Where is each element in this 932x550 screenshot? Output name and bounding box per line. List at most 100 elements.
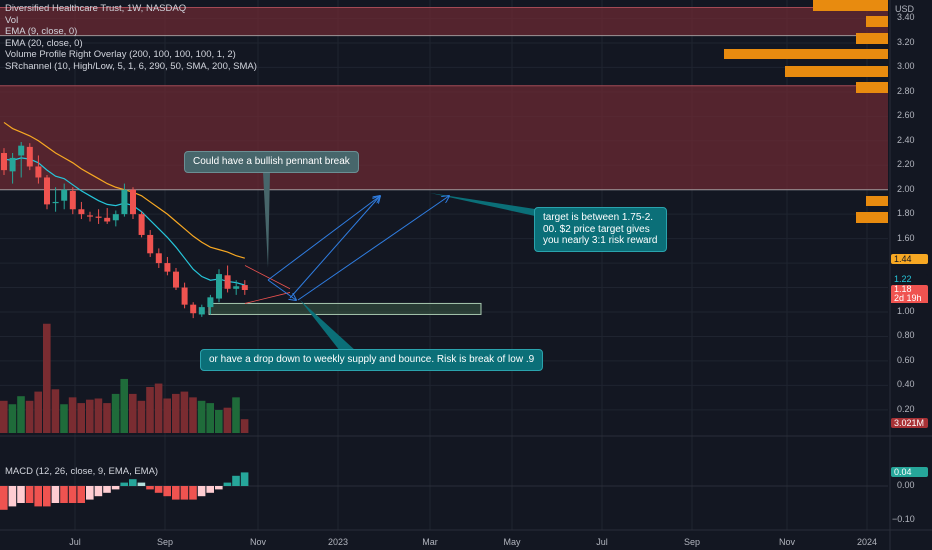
volume-bar [111,393,120,433]
candle-body [241,285,248,290]
price-tick-label: 0.60 [897,354,915,365]
time-axis-label: May [503,537,521,547]
ema9-indicator-label[interactable]: EMA (9, close, 0) [5,26,78,37]
volume-bar [8,404,17,433]
candle-body [69,190,76,210]
candle [173,267,179,290]
candle-body [1,153,7,171]
candle [224,265,231,293]
candle-body [35,166,42,178]
trajectory-arrow [267,279,296,300]
target-callout[interactable]: target is between 1.75-2. 00. $2 price t… [534,207,667,252]
price-tick-label: 2.60 [897,110,915,121]
volume-profile-bar [856,212,888,223]
candle [241,280,248,295]
last-price-tag: 1.18 2d 19h [891,285,928,303]
volume-bar [129,393,137,433]
candle-body [155,253,162,264]
volume-profile-indicator-label[interactable]: Volume Profile Right Overlay (200, 100, … [5,49,236,60]
macd-histogram-bar [0,486,8,510]
candle [95,209,102,224]
volume-bar [206,403,214,433]
macd-histogram-bar [189,486,197,500]
candle [52,187,59,212]
ema9-price-tag: 1.22 [891,274,928,284]
srchannel-indicator-label[interactable]: SRchannel (10, High/Low, 5, 1, 6, 290, 5… [5,60,257,72]
candle [190,302,197,319]
volume-tag: 3.021M [891,418,928,428]
candle [69,187,76,215]
candle-body [138,214,145,235]
price-tick-label: 1.00 [897,306,915,316]
macd-histogram-bar [129,479,137,486]
volume-bar [137,400,146,433]
price-tick-label: 2.80 [897,85,915,96]
macd-histogram-bar [34,486,42,507]
price-tick-label: 0.20 [897,403,915,414]
symbol-title[interactable]: Diversified Healthcare Trust, 1W, NASDAQ [5,3,187,14]
candle-body [104,217,111,222]
volume-bar [180,391,189,433]
candle-body [233,286,240,289]
candle [207,294,214,315]
candle-body [147,234,154,254]
candle [1,148,7,176]
candle [147,230,154,257]
price-tick-label: 2.00 [897,183,915,194]
candle [26,143,33,171]
macd-histogram-bar [86,486,94,500]
vol-indicator-label[interactable]: Vol [5,14,19,26]
candle [35,155,42,184]
price-tick-label: 2.40 [897,134,915,145]
pennant-lower-line [244,292,291,304]
price-tick-label: 1.60 [897,232,915,243]
candle-body [9,157,16,172]
ema20-price-tag: 1.44 [891,254,928,264]
candle-body [207,297,214,308]
candle [104,208,111,224]
volume-bar [146,387,154,433]
price-tick-label: 0.80 [897,330,915,341]
macd-histogram-bar [17,486,25,503]
volume-bar [223,407,232,433]
macd-histogram-bar [77,486,85,503]
candle [87,211,93,222]
time-axis-label: 2024 [856,537,878,547]
candle-body [18,145,25,156]
macd-histogram-bar [154,486,163,493]
macd-indicator-label[interactable]: MACD (12, 26, close, 9, EMA, EMA) [5,466,159,477]
candle [78,201,85,220]
chart-legend: Diversified Healthcare Trust, 1W, NASDAQ… [5,3,257,72]
pennant-callout[interactable]: Could have a bullish pennant break [184,151,359,173]
price-tick-label: 1.80 [897,208,915,219]
volume-bar [17,396,25,433]
volume-bar [86,399,94,433]
macd-histogram-bar [240,472,249,486]
drop-callout[interactable]: or have a drop down to weekly supply and… [200,349,544,371]
candle-body [61,189,68,201]
volume-profile-bar [813,0,888,11]
trajectory-arrow [297,196,449,301]
time-axis-label: Nov [778,537,796,547]
candle [155,248,162,268]
candle-body [87,215,93,217]
volume-bar [215,410,223,433]
volume-bar [172,393,180,433]
candle-body [224,275,231,289]
candle-body [44,177,50,205]
time-axis-label: Jul [596,537,608,547]
target-callout-pointer [430,193,535,216]
volume-profile-bar [866,16,888,27]
ema20-indicator-label[interactable]: EMA (20, close, 0) [5,37,83,49]
trajectory-arrow [267,196,380,281]
volume-bar [0,400,8,433]
macd-tick-label: −0.10 [892,514,915,524]
candle-body [95,216,102,218]
candle [112,210,119,227]
grid-lines [0,0,888,530]
candle [138,211,145,238]
support-zone [208,302,482,315]
macd-histogram-bar [163,486,171,497]
candle [216,269,222,303]
